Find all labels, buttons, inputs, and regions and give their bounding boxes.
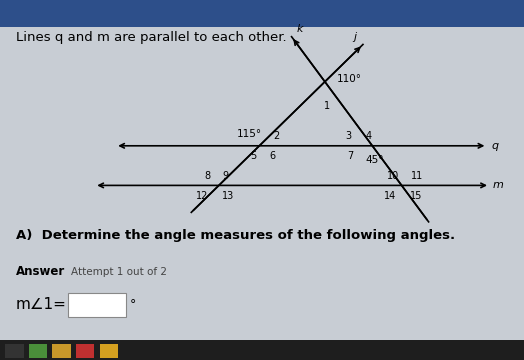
Text: 14: 14 [385, 191, 397, 201]
Text: Attempt 1 out of 2: Attempt 1 out of 2 [71, 267, 167, 277]
Text: 3: 3 [345, 131, 352, 141]
Text: 12: 12 [195, 191, 208, 201]
Text: 115°: 115° [237, 129, 262, 139]
Text: 6: 6 [270, 151, 276, 161]
FancyBboxPatch shape [68, 293, 126, 317]
Bar [76, 344, 94, 358]
Text: 5: 5 [250, 151, 256, 161]
Text: 4: 4 [365, 131, 372, 141]
Text: m∠1=: m∠1= [16, 297, 67, 312]
Text: j: j [354, 32, 357, 42]
Text: 9: 9 [223, 171, 229, 181]
Text: 8: 8 [204, 171, 210, 181]
Text: m: m [493, 180, 504, 190]
Text: Answer: Answer [16, 265, 65, 278]
Bar [52, 344, 71, 358]
Text: 110°: 110° [337, 73, 362, 84]
Text: 45°: 45° [365, 155, 384, 165]
Text: 13: 13 [222, 191, 234, 201]
Text: °: ° [130, 298, 136, 311]
Bar [29, 344, 47, 358]
Text: A)  Determine the angle measures of the following angles.: A) Determine the angle measures of the f… [16, 229, 455, 242]
Text: 2: 2 [273, 131, 279, 141]
Text: q: q [492, 141, 499, 151]
Bar [100, 344, 118, 358]
Text: k: k [296, 24, 303, 34]
Text: 10: 10 [387, 171, 399, 181]
Bar [0, 340, 524, 360]
Text: Lines q and m are parallel to each other.: Lines q and m are parallel to each other… [16, 31, 286, 44]
Text: 7: 7 [347, 151, 354, 161]
Bar [5, 344, 24, 358]
Bar [0, 0, 524, 27]
Text: 1: 1 [324, 101, 331, 111]
Text: 15: 15 [410, 191, 423, 201]
Text: 11: 11 [411, 171, 423, 181]
